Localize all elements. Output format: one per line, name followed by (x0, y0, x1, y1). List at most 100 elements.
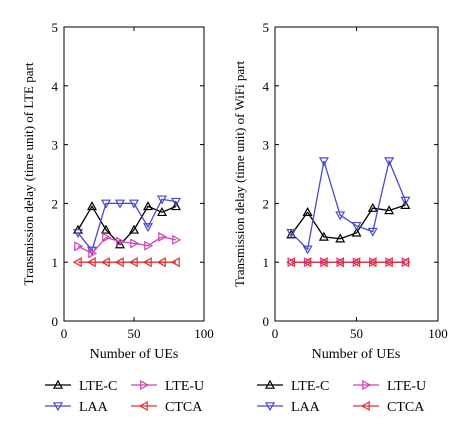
y-tick-label: 2 (263, 196, 270, 211)
data-point-lte-u (74, 241, 84, 252)
data-point-lte-u (158, 231, 168, 242)
x-tick-label: 0 (61, 326, 68, 341)
legend-marker-lte-u (362, 379, 372, 391)
data-point-lte-u (144, 240, 154, 251)
x-tick-label: 0 (272, 326, 279, 341)
y-tick-label: 3 (52, 138, 59, 153)
legend-label-lte-c: LTE-C (79, 379, 117, 394)
legend-label-ctca: CTCA (165, 400, 203, 415)
y-axis-label: Transmission delay (time unit) of LTE pa… (21, 62, 36, 285)
data-point-ctca (114, 257, 124, 268)
data-point-lte-c (367, 202, 378, 212)
data-point-ctca (318, 257, 328, 268)
y-tick-label: 5 (52, 20, 59, 35)
data-point-ctca (170, 257, 180, 268)
data-point-laa (72, 229, 84, 239)
x-axis-label: Number of UEs (90, 347, 179, 362)
data-point-ctca (286, 257, 296, 268)
legend-label-lte-u: LTE-U (387, 379, 426, 394)
data-point-lte-u (116, 236, 126, 247)
data-point-laa (142, 223, 154, 233)
data-point-lte-c (400, 199, 411, 209)
plot-frame (274, 26, 439, 322)
data-point-lte-c (128, 224, 140, 234)
data-point-ctca (400, 257, 410, 268)
legend-marker-lte-u (140, 379, 150, 391)
legend-left: LTE-C LAA LTE-U CTCA (45, 379, 204, 415)
series-layer (72, 195, 182, 268)
data-point-ctca (302, 257, 312, 268)
data-point-laa (100, 199, 112, 209)
data-point-lte-u (130, 238, 140, 249)
data-point-lte-c (335, 233, 346, 243)
series-line-lte-c (290, 204, 406, 240)
data-point-ctca (351, 257, 361, 268)
x-tick-label: 100 (428, 326, 448, 341)
data-point-lte-c (114, 239, 126, 249)
data-point-lte-u (88, 248, 98, 259)
series-line-laa (290, 158, 407, 251)
data-point-lte-u (172, 234, 182, 245)
x-tick-label: 100 (194, 326, 214, 341)
lte-part-chart: Number of UEs Transmission delay (time u… (21, 20, 214, 362)
data-point-ctca (128, 257, 138, 268)
legend-label-lte-c: LTE-C (291, 379, 329, 394)
x-axis-label: Number of UEs (312, 347, 401, 362)
legend-marker-lte-c (264, 379, 276, 389)
wifi-part-chart: Number of UEs Transmission delay (time u… (232, 20, 448, 362)
data-point-ctca (156, 257, 166, 268)
data-point-ctca (334, 257, 344, 268)
data-point-ctca (100, 257, 110, 268)
data-point-laa (318, 157, 329, 167)
legend-label-laa: LAA (291, 400, 321, 415)
data-point-ctca (367, 257, 377, 268)
legend-marker-ctca (360, 400, 370, 412)
plot-frame (63, 26, 205, 322)
data-point-laa (156, 195, 168, 205)
data-point-ctca (72, 257, 82, 268)
data-point-laa (286, 229, 297, 239)
data-point-laa (114, 199, 126, 209)
legend-marker-laa (264, 402, 276, 412)
y-tick-label: 3 (263, 138, 270, 153)
y-tick-label: 2 (52, 196, 59, 211)
data-point-laa (302, 245, 313, 255)
data-point-laa (400, 196, 411, 206)
x-tick-label: 50 (128, 326, 141, 341)
data-point-ctca (383, 257, 393, 268)
data-point-lte-c (86, 201, 98, 211)
y-tick-label: 4 (52, 79, 59, 94)
data-point-lte-c (100, 224, 112, 234)
legend-marker-ctca (138, 400, 148, 412)
y-tick-label: 1 (263, 255, 270, 270)
data-point-ctca (86, 257, 96, 268)
series-line-lte-c (77, 205, 177, 246)
series-line-lte-u (77, 236, 177, 255)
data-point-lte-c (170, 201, 182, 211)
y-tick-label: 1 (52, 255, 59, 270)
y-tick-label: 4 (263, 79, 270, 94)
y-axis-label: Transmission delay (time unit) of WiFi p… (232, 60, 247, 287)
x-tick-label: 50 (350, 326, 363, 341)
legend-right: LTE-C LAA LTE-U CTCA (257, 379, 426, 415)
legend-label-ctca: CTCA (387, 400, 425, 415)
data-point-laa (335, 211, 346, 221)
series-line-laa (77, 198, 177, 252)
data-point-laa (128, 199, 140, 209)
legend-label-lte-u: LTE-U (165, 379, 204, 394)
legend-marker-lte-c (52, 379, 64, 389)
data-point-lte-u (102, 232, 112, 243)
data-point-lte-c (302, 206, 313, 217)
data-point-laa (351, 221, 362, 231)
data-point-ctca (142, 257, 152, 268)
data-point-lte-c (318, 231, 329, 241)
legend-label-laa: LAA (79, 400, 109, 415)
data-point-lte-c (142, 201, 154, 211)
y-tick-label: 0 (52, 314, 59, 329)
data-point-laa (367, 227, 378, 237)
data-point-laa (384, 157, 395, 167)
y-tick-label: 0 (263, 314, 270, 329)
data-point-laa (170, 197, 182, 207)
